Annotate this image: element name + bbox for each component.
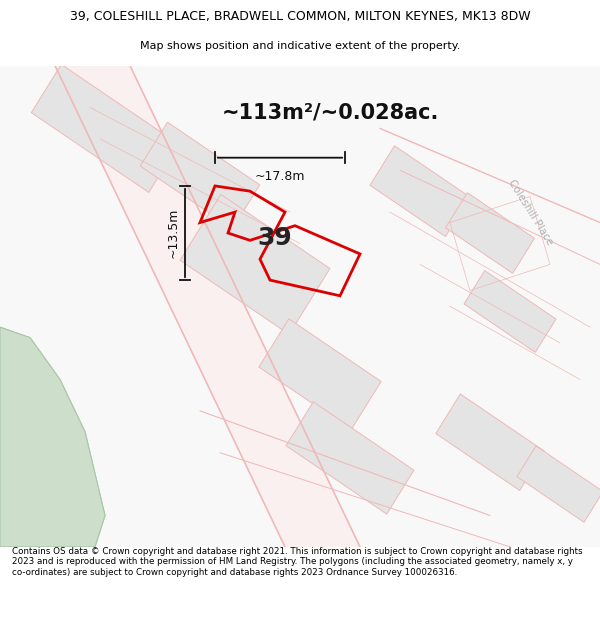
Polygon shape bbox=[370, 146, 470, 236]
Text: ~113m²/~0.028ac.: ~113m²/~0.028ac. bbox=[221, 102, 439, 122]
Text: Contains OS data © Crown copyright and database right 2021. This information is : Contains OS data © Crown copyright and d… bbox=[12, 547, 583, 577]
Text: Map shows position and indicative extent of the property.: Map shows position and indicative extent… bbox=[140, 41, 460, 51]
Polygon shape bbox=[259, 319, 381, 430]
Polygon shape bbox=[140, 122, 260, 229]
Polygon shape bbox=[464, 271, 556, 352]
Polygon shape bbox=[517, 446, 600, 522]
Polygon shape bbox=[0, 327, 105, 547]
Polygon shape bbox=[55, 66, 360, 547]
Polygon shape bbox=[436, 394, 544, 491]
Text: 39, COLESHILL PLACE, BRADWELL COMMON, MILTON KEYNES, MK13 8DW: 39, COLESHILL PLACE, BRADWELL COMMON, MI… bbox=[70, 10, 530, 23]
Polygon shape bbox=[446, 192, 535, 273]
Polygon shape bbox=[180, 194, 330, 334]
Text: 39: 39 bbox=[257, 226, 292, 250]
Text: ~13.5m: ~13.5m bbox=[167, 208, 179, 258]
Polygon shape bbox=[0, 327, 105, 547]
Text: Coleshill Place: Coleshill Place bbox=[506, 177, 554, 247]
Text: ~17.8m: ~17.8m bbox=[255, 170, 305, 183]
Polygon shape bbox=[31, 64, 179, 192]
Polygon shape bbox=[286, 402, 414, 514]
